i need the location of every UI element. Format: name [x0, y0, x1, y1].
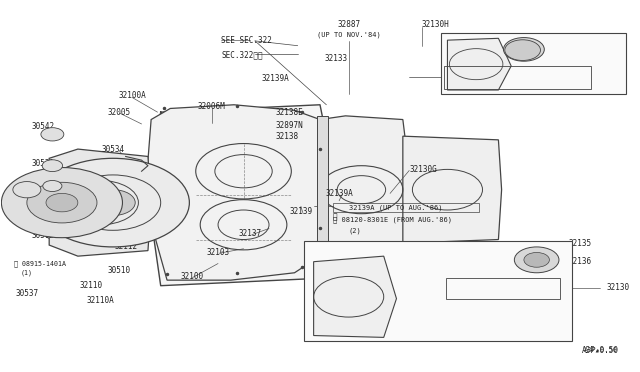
Text: 30514: 30514 — [108, 185, 131, 194]
Circle shape — [513, 43, 536, 56]
Text: 00933-1221A: 00933-1221A — [492, 70, 539, 76]
Text: 32139A (UP TO AUG.'86): 32139A (UP TO AUG.'86) — [349, 205, 442, 211]
Text: A3P▴0.50: A3P▴0.50 — [582, 346, 619, 355]
Circle shape — [524, 253, 549, 267]
Text: 00933-1221A: 00933-1221A — [505, 281, 552, 287]
Polygon shape — [148, 105, 333, 286]
Bar — [304, 241, 572, 341]
Text: 32006M: 32006M — [198, 102, 225, 111]
Text: SEE SEC.322: SEE SEC.322 — [221, 36, 272, 45]
Polygon shape — [145, 105, 326, 280]
Text: PLUGプラグ(1): PLUGプラグ(1) — [505, 290, 545, 296]
Text: A3P▴0.50: A3P▴0.50 — [584, 347, 618, 353]
Text: 32139A: 32139A — [325, 189, 353, 198]
Text: 32897N: 32897N — [275, 121, 303, 129]
Bar — [441, 33, 626, 94]
Text: 32130H: 32130H — [422, 20, 450, 29]
Bar — [317, 116, 328, 263]
Circle shape — [91, 190, 135, 215]
Polygon shape — [320, 116, 409, 262]
Text: 32138: 32138 — [275, 132, 298, 141]
Circle shape — [36, 158, 189, 247]
Text: (UP TO NOV.'84): (UP TO NOV.'84) — [317, 31, 381, 38]
Bar — [333, 203, 479, 212]
Circle shape — [515, 247, 559, 273]
Text: 30542: 30542 — [31, 122, 54, 131]
Circle shape — [1, 167, 122, 238]
Text: 32005: 32005 — [108, 108, 131, 117]
Polygon shape — [403, 136, 502, 243]
Circle shape — [41, 128, 64, 141]
Circle shape — [46, 193, 78, 212]
Text: 32100: 32100 — [181, 272, 204, 281]
Text: 32103: 32103 — [207, 248, 230, 257]
Circle shape — [27, 182, 97, 223]
Text: 32135: 32135 — [568, 239, 591, 248]
Polygon shape — [314, 256, 396, 337]
Text: 32112: 32112 — [114, 243, 137, 251]
Text: 32130G: 32130G — [409, 165, 437, 174]
Circle shape — [504, 38, 544, 61]
Text: 30537: 30537 — [15, 289, 38, 298]
Text: 30501: 30501 — [15, 185, 38, 194]
Text: Ⓟ 08915-1401A: Ⓟ 08915-1401A — [14, 260, 66, 267]
Text: 32887: 32887 — [337, 20, 360, 29]
Text: (FROM FEB.'95): (FROM FEB.'95) — [323, 312, 387, 321]
Text: 32130: 32130 — [607, 283, 630, 292]
Text: 32137: 32137 — [238, 230, 262, 238]
Text: (2): (2) — [349, 227, 362, 234]
Circle shape — [43, 180, 62, 192]
Text: PLUGプラグ(1): PLUGプラグ(1) — [492, 79, 532, 86]
Text: 30534: 30534 — [101, 145, 124, 154]
Text: (1): (1) — [20, 270, 33, 276]
Text: 32136: 32136 — [568, 257, 591, 266]
Text: SEC.322参照: SEC.322参照 — [221, 51, 263, 60]
Text: 32139: 32139 — [289, 207, 312, 217]
Text: 32130: 32130 — [600, 73, 623, 81]
Circle shape — [42, 160, 63, 171]
Text: 32100A: 32100A — [118, 91, 146, 100]
Text: 32110A: 32110A — [86, 296, 114, 305]
Text: 30510: 30510 — [108, 266, 131, 275]
Text: 30531: 30531 — [31, 159, 54, 169]
Circle shape — [13, 182, 41, 198]
Text: 32138E: 32138E — [275, 108, 303, 117]
Text: 32133: 32133 — [324, 54, 348, 63]
Text: 32113: 32113 — [57, 207, 80, 217]
Polygon shape — [49, 149, 151, 256]
Bar — [444, 66, 591, 89]
Circle shape — [505, 40, 540, 61]
Text: 30502: 30502 — [31, 231, 54, 240]
Text: 32139A: 32139A — [262, 74, 289, 83]
Text: 32136: 32136 — [556, 39, 579, 48]
Text: Ⓑ: Ⓑ — [333, 213, 337, 222]
Bar — [445, 278, 560, 299]
Text: 32110: 32110 — [79, 281, 102, 290]
Polygon shape — [447, 38, 511, 90]
Text: Ⓑ 08120-8301E (FROM AUG.'86): Ⓑ 08120-8301E (FROM AUG.'86) — [333, 216, 452, 222]
